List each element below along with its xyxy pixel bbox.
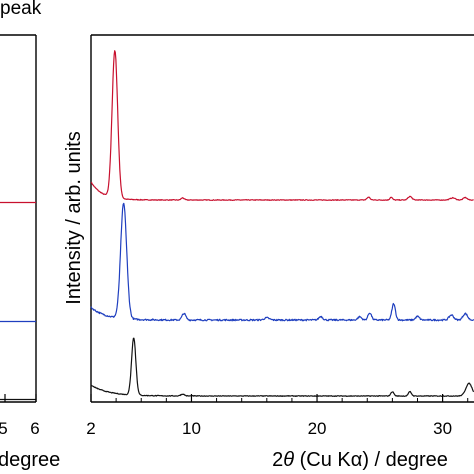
left-panel-tick-label: 5 [0,419,8,438]
x-tick-label: 30 [433,419,452,438]
series-line [90,202,474,322]
x-tick-label: 10 [182,419,201,438]
x-tick-label: 20 [308,419,327,438]
x-ticks: 2 10 20 30 [86,394,469,438]
left-panel-tick-label: 6 [30,419,39,438]
right-panel: 2 10 20 30 Intensity / arb. units 2θ (Cu Kα… [63,34,474,471]
series-line [90,337,474,397]
x-axis-label-suffix: ) / degree [362,449,448,471]
x-axis-label-theta: θ [283,449,294,471]
y-axis-label: Intensity / arb. units [63,131,85,304]
left-panel-xlabel-fragment: degree [0,449,60,471]
x-axis-label-prefix: 2 [272,449,283,471]
traces [90,50,474,397]
left-panel: peak 5 6 degree [0,0,60,471]
x-axis-label-rest: (Cu K [294,449,351,471]
x-axis-label-alpha: α [351,449,363,471]
series-line [90,50,474,201]
left-panel-title-fragment: peak [0,0,42,19]
x-axis-label: 2θ (Cu Kα) / degree [272,449,448,471]
x-tick-label: 2 [86,419,95,438]
